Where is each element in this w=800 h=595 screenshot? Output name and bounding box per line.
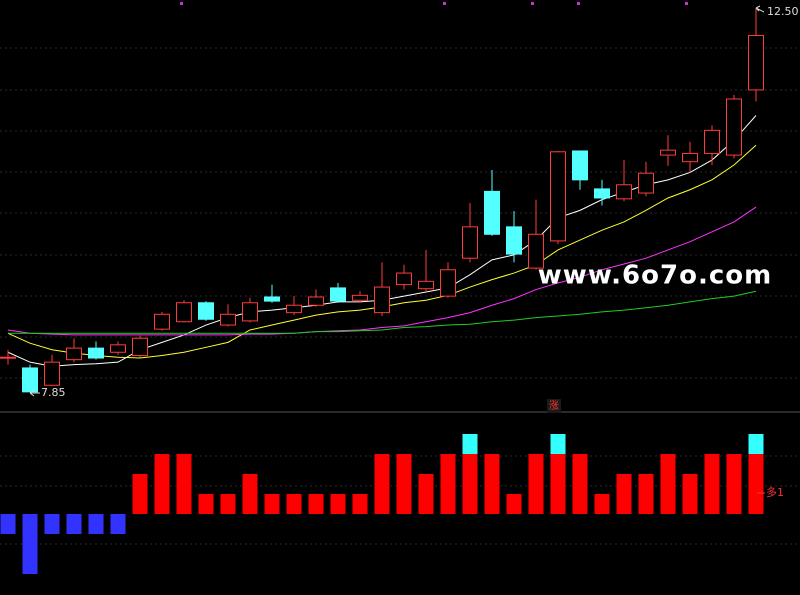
moving-average-line [8, 290, 757, 334]
indicator-bar [242, 474, 258, 514]
marker-dot [577, 2, 580, 5]
watermark: www.6o7o.com [538, 261, 772, 291]
indicator-bar [462, 434, 478, 454]
indicator-bar [462, 454, 478, 514]
indicator-bar [352, 494, 368, 514]
indicator-bar [616, 474, 632, 514]
candle-body [462, 226, 478, 259]
min-arrow [29, 389, 40, 397]
candle-body [726, 98, 742, 156]
marker-dot [531, 2, 534, 5]
marker-dot [443, 2, 446, 5]
rise-label: 涨 [549, 400, 559, 412]
annotations: 12.50 7.85 涨 多1 www.6o7o.com [29, 5, 799, 499]
indicator-bar [506, 494, 522, 514]
indicator-bar [154, 454, 170, 514]
indicator-bar [748, 434, 764, 454]
indicator-bar [286, 494, 302, 514]
candle-body [0, 356, 16, 359]
indicator-bar [198, 494, 214, 514]
candle-body [440, 269, 456, 297]
indicator-bar [572, 454, 588, 514]
indicator-bar [88, 514, 104, 534]
indicator-bar [528, 454, 544, 514]
candle-body [110, 344, 126, 353]
indicator-bar [110, 514, 126, 534]
indicator-panel [0, 434, 764, 574]
moving-average-line [7, 206, 757, 336]
indicator-bar [132, 474, 148, 514]
candle-body [330, 287, 346, 302]
candle-body [484, 190, 500, 235]
indicator-bar [682, 474, 698, 514]
indicator-bar [418, 474, 434, 514]
max-arrow [755, 5, 765, 13]
min-label: 7.85 [41, 386, 66, 399]
candle-body [682, 152, 698, 163]
candle-body [176, 302, 192, 323]
indicator-bar [176, 454, 192, 514]
candle-body [264, 296, 280, 302]
signal-label: 多1 [766, 485, 784, 499]
candle-body [22, 367, 38, 393]
candle-body [44, 361, 60, 386]
indicator-bar [0, 514, 16, 534]
candle-body [550, 151, 566, 242]
candle-body [572, 150, 588, 181]
candle-body [220, 313, 236, 326]
candle-body [66, 347, 82, 361]
candle-body [352, 294, 368, 301]
marker-dot [685, 2, 688, 5]
candle-body [88, 347, 104, 359]
candle-body [396, 272, 412, 286]
indicator-bar [660, 454, 676, 514]
candle-body [748, 34, 764, 91]
max-label: 12.50 [767, 5, 799, 18]
candle-body [528, 233, 544, 269]
candle-body [286, 304, 302, 314]
indicator-bar [594, 494, 610, 514]
rise-badge [547, 399, 561, 413]
candle-body [374, 286, 390, 314]
candle-body [308, 296, 324, 306]
indicator-bar [374, 454, 390, 514]
candle-body [132, 337, 148, 357]
indicator-bar [220, 494, 236, 514]
indicator-bar [264, 494, 280, 514]
indicator-bar [22, 514, 38, 574]
indicator-bar [550, 434, 566, 454]
indicator-bar [638, 474, 654, 514]
candle-body [418, 280, 434, 290]
top-markers [180, 2, 688, 5]
indicator-bar [66, 514, 82, 534]
indicator-bar [484, 454, 500, 514]
indicator-bar [44, 514, 60, 534]
indicator-bar [440, 454, 456, 514]
candle-body [154, 313, 170, 330]
candle-body [638, 172, 654, 194]
indicator-bar [396, 454, 412, 514]
indicator-bar [308, 494, 324, 514]
indicator-bar [550, 454, 566, 514]
indicator-bar [726, 454, 742, 514]
price-panel [0, 8, 764, 393]
candle-body [660, 149, 676, 156]
candle-body [594, 188, 610, 199]
candle-body [198, 302, 214, 320]
indicator-bar [748, 454, 764, 514]
candle-body [616, 184, 632, 200]
candle-body [704, 129, 720, 154]
marker-dot [180, 2, 183, 5]
indicator-bar [330, 494, 346, 514]
indicator-bar [704, 454, 720, 514]
candle-body [242, 302, 258, 322]
candle-body [506, 226, 522, 255]
